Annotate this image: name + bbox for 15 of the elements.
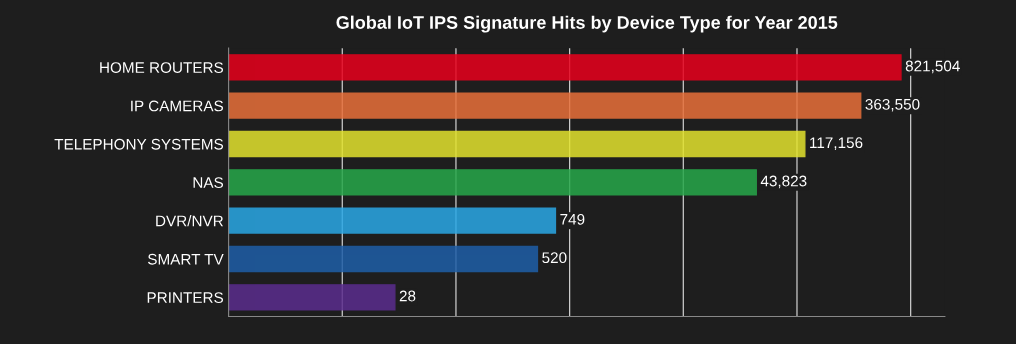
data-label: 363,550 <box>865 98 920 112</box>
chart-title: Global IoT IPS Signature Hits by Device Type for Year 2015 <box>336 15 838 33</box>
data-label: 43,823 <box>760 175 807 189</box>
y-tick-label: SMART TV <box>148 253 224 265</box>
y-tick-label: HOME ROUTERS <box>100 62 224 74</box>
data-label: 821,504 <box>905 60 960 74</box>
data-label: 28 <box>399 290 416 302</box>
data-label: 520 <box>542 252 567 264</box>
data-label: 117,156 <box>810 137 863 150</box>
data-label: 749 <box>560 213 585 225</box>
y-tick-label: TELEPHONY SYSTEMS <box>54 138 224 150</box>
y-tick-label: DVR/NVR <box>156 215 224 227</box>
y-tick-label: NAS <box>193 177 224 189</box>
y-tick-label: IP CAMERAS <box>131 100 224 112</box>
y-tick-label: PRINTERS <box>147 292 224 303</box>
